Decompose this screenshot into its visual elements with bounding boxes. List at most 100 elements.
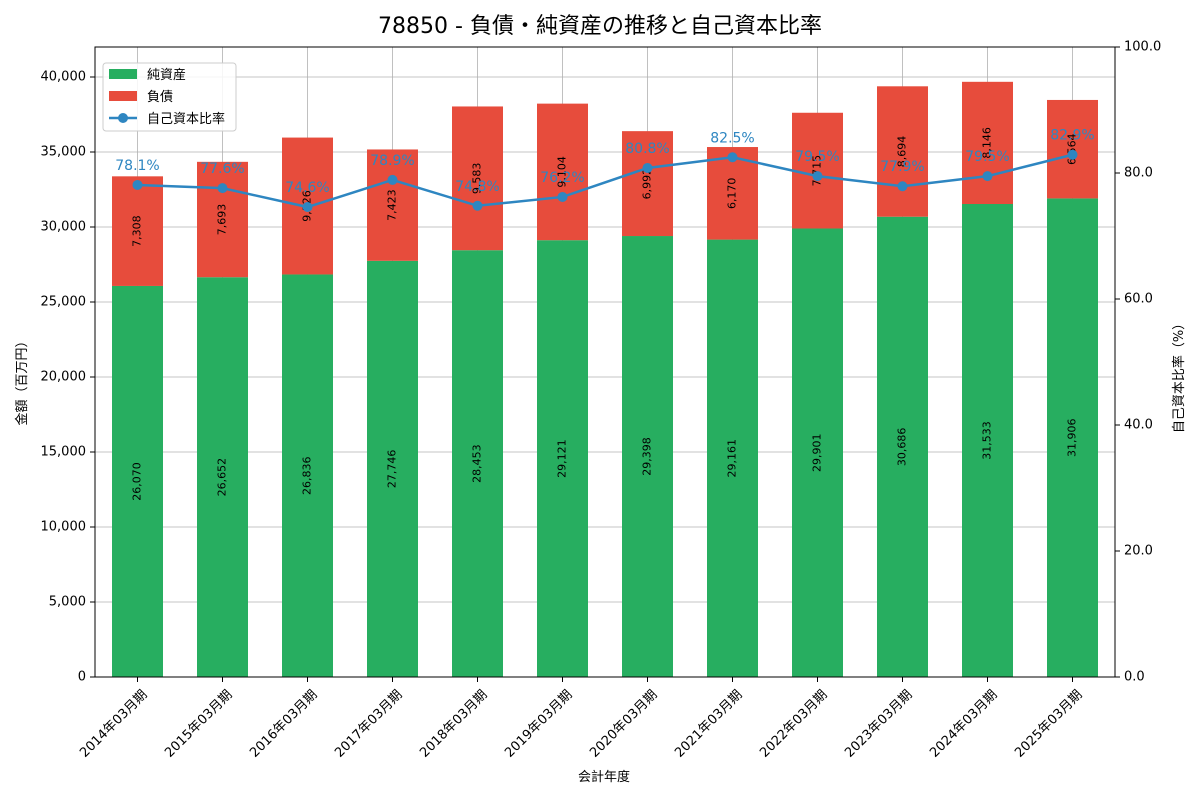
net-assets-bar-10 <box>962 204 1013 677</box>
x-tick-label-9: 2023年03月期 <box>842 687 915 760</box>
equity-ratio-label-3: 78.9% <box>370 153 414 169</box>
legend-frame <box>102 62 237 132</box>
chart-title: 78850 - 負債・純資産の推移と自己資本比率 <box>378 14 822 39</box>
net-assets-bar-8 <box>792 228 843 678</box>
y2-tick-label-0: 0.0 <box>1124 670 1145 685</box>
liabilities-value-label-1: 7,693 <box>216 204 229 236</box>
equity-ratio-point-8 <box>812 171 823 182</box>
net-assets-value-label-6: 29,398 <box>641 437 654 476</box>
x-axis-title: 会計年度 <box>578 769 630 785</box>
y-axis-title: 金額（百万円） <box>14 334 30 425</box>
liabilities-value-label-10: 8,146 <box>981 127 994 159</box>
x-tick-label-8: 2022年03月期 <box>757 687 830 760</box>
y2-axis-title: 自己資本比率（%） <box>1171 317 1187 433</box>
y-tick-label-4: 20,000 <box>41 370 87 385</box>
x-tick-label-5: 2019年03月期 <box>502 687 575 760</box>
y-tick-label-6: 30,000 <box>41 220 87 235</box>
y2-tick-label-5: 100.0 <box>1124 40 1161 55</box>
legend: 純資産 負債 自己資本比率 <box>102 62 237 132</box>
net-assets-bar-0 <box>112 285 163 677</box>
liabilities-value-label-6: 6,992 <box>641 168 654 200</box>
liabilities-bar-6 <box>622 131 673 237</box>
net-assets-value-label-4: 28,453 <box>471 444 484 483</box>
legend-label-equity-ratio: 自己資本比率 <box>147 111 225 127</box>
net-assets-value-label-8: 29,901 <box>811 433 824 472</box>
y-tick-label-0: 0 <box>78 670 86 685</box>
equity-ratio-label-7: 82.5% <box>710 130 754 146</box>
equity-ratio-label-6: 80.8% <box>625 141 669 157</box>
y2-tick-label-2: 40.0 <box>1124 418 1153 433</box>
liabilities-bar-4 <box>452 106 503 251</box>
liabilities-bar-9 <box>877 86 928 217</box>
equity-ratio-label-0: 78.1% <box>115 158 159 174</box>
liabilities-value-label-5: 9,104 <box>556 156 569 188</box>
legend-swatch-liabilities <box>109 91 137 101</box>
equity-ratio-point-4 <box>472 200 483 211</box>
x-tick-label-7: 2021年03月期 <box>672 687 745 760</box>
x-tick-label-11: 2025年03月期 <box>1012 687 1085 760</box>
equity-ratio-label-2: 74.6% <box>285 180 329 196</box>
y-tick-label-7: 35,000 <box>41 145 87 160</box>
bar-layer <box>112 81 1098 678</box>
x-tick-label-6: 2020年03月期 <box>587 687 660 760</box>
liabilities-bar-8 <box>792 112 843 229</box>
liabilities-value-label-0: 7,308 <box>131 215 144 247</box>
y-tick-label-2: 10,000 <box>41 520 87 535</box>
net-assets-bar-6 <box>622 236 673 677</box>
liabilities-bar-0 <box>112 176 163 286</box>
x-tick-label-2: 2016年03月期 <box>247 687 320 760</box>
net-assets-bar-3 <box>367 260 418 677</box>
net-assets-bar-11 <box>1047 198 1098 677</box>
equity-ratio-line <box>137 153 1073 209</box>
liabilities-value-label-3: 7,423 <box>386 189 399 221</box>
equity-ratio-point-10 <box>982 171 993 182</box>
net-assets-value-label-9: 30,686 <box>896 428 909 467</box>
net-assets-bar-1 <box>197 277 248 677</box>
y-tick-label-1: 5,000 <box>49 595 86 610</box>
liabilities-bar-3 <box>367 149 418 261</box>
net-assets-value-label-5: 29,121 <box>556 439 569 478</box>
liabilities-value-label-7: 6,170 <box>726 178 739 210</box>
equity-ratio-label-11: 82.9% <box>1050 128 1094 144</box>
legend-label-liabilities: 負債 <box>147 90 173 105</box>
net-assets-value-label-10: 31,533 <box>981 421 994 460</box>
y-tick-label-5: 25,000 <box>41 295 87 310</box>
x-tick-label-0: 2014年03月期 <box>77 687 150 760</box>
net-assets-value-label-7: 29,161 <box>726 439 739 478</box>
equity-ratio-point-11 <box>1067 149 1078 160</box>
x-tick-label-4: 2018年03月期 <box>417 687 490 760</box>
y-tick-label-3: 15,000 <box>41 445 87 460</box>
x-tick-label-3: 2017年03月期 <box>332 687 405 760</box>
net-assets-bar-5 <box>537 240 588 677</box>
y2-tick-label-3: 60.0 <box>1124 292 1153 307</box>
net-assets-value-label-0: 26,070 <box>131 462 144 501</box>
equity-ratio-point-3 <box>387 174 398 185</box>
x-tick-label-1: 2015年03月期 <box>162 687 235 760</box>
equity-ratio-point-0 <box>132 179 143 190</box>
net-assets-bar-4 <box>452 250 503 677</box>
x-tick-label-10: 2024年03月期 <box>927 687 1000 760</box>
equity-ratio-point-6 <box>642 162 653 173</box>
y-tick-label-8: 40,000 <box>41 70 87 85</box>
y2-tick-label-1: 20.0 <box>1124 544 1153 559</box>
equity-ratio-label-8: 79.5% <box>795 149 839 165</box>
equity-ratio-point-5 <box>557 191 568 202</box>
plot-frame <box>94 46 1116 678</box>
net-assets-value-label-2: 26,836 <box>301 456 314 495</box>
net-assets-bar-2 <box>282 274 333 677</box>
legend-marker-equity-ratio <box>118 113 128 123</box>
equity-ratio-label-10: 79.5% <box>965 149 1009 165</box>
liabilities-bar-7 <box>707 147 758 240</box>
net-assets-value-label-3: 27,746 <box>386 450 399 489</box>
y2-tick-label-4: 80.0 <box>1124 166 1153 181</box>
net-assets-bar-9 <box>877 216 928 677</box>
liabilities-value-label-9: 8,694 <box>896 136 909 168</box>
liabilities-bar-10 <box>962 81 1013 205</box>
legend-label-net-assets: 純資産 <box>147 67 186 83</box>
liabilities-bar-1 <box>197 161 248 278</box>
equity-ratio-point-1 <box>217 183 228 194</box>
liabilities-value-label-4: 9,583 <box>471 163 484 195</box>
line-layer: 78.1% 77.6% 74.6% 78.9% 74.8% 76.2% 80.8% 82.5%… <box>115 128 1095 213</box>
